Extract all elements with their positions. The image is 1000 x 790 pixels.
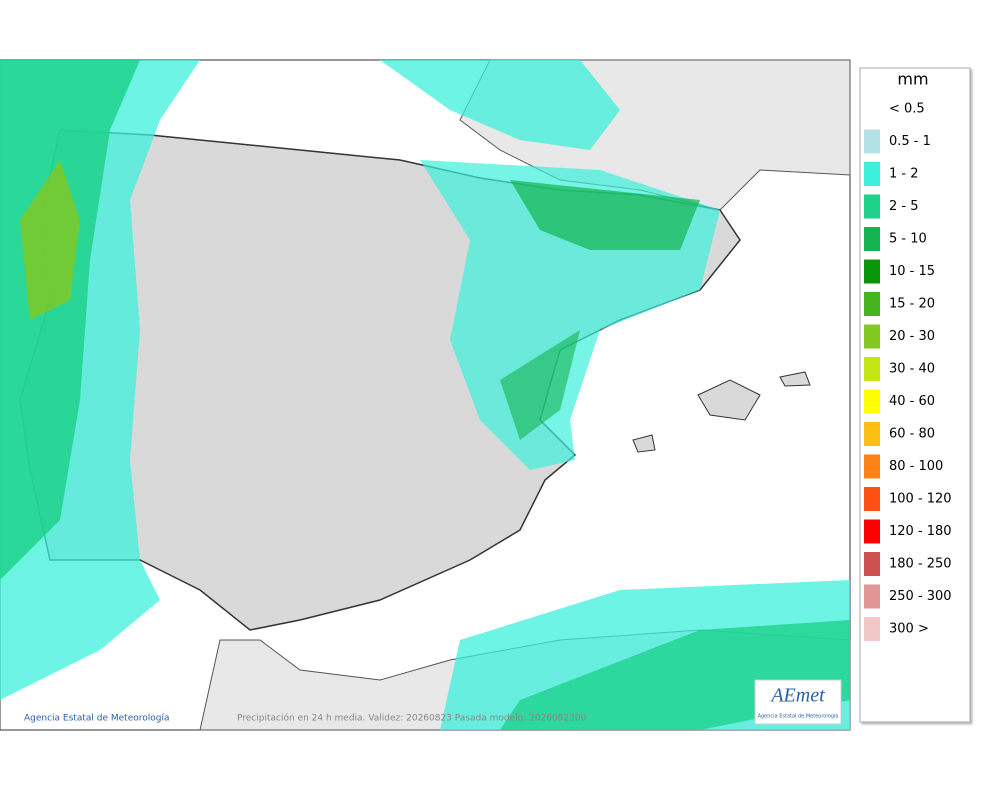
legend: mm < 0.5 0.5 - 1 1 - 2 2 - 5 5 - 10 10 - 15 15…: [859, 67, 971, 723]
legend-label: 20 - 30: [889, 329, 935, 344]
legend-label: 10 - 15: [889, 264, 935, 279]
map: Agencia Estatal de Meteorología Precipit…: [0, 59, 851, 731]
precip-pyrenees: [510, 180, 700, 250]
legend-swatch: [864, 552, 880, 576]
precip-west-core: [0, 60, 140, 580]
legend-swatch: [864, 259, 880, 284]
precip-galicia: [20, 160, 80, 320]
legend-swatch: [864, 389, 880, 414]
legend-label: 5 - 10: [889, 232, 927, 247]
legend-swatch: [864, 617, 880, 641]
legend-swatch: [864, 324, 880, 349]
mallorca: [697, 379, 761, 421]
legend-swatch: [864, 129, 880, 154]
logo-subtitle: Agencia Estatal de Meteorología: [758, 713, 839, 720]
credit: Agencia Estatal de Meteorología: [24, 714, 170, 724]
legend-label: 60 - 80: [889, 427, 935, 442]
legend-swatch: [864, 584, 880, 609]
legend-swatch: [864, 227, 880, 251]
logo-box: [754, 679, 842, 725]
legend-swatch: [864, 194, 880, 219]
legend-label: 30 - 40: [889, 362, 935, 377]
legend-label: 120 - 180: [889, 524, 952, 539]
legend-label: 1 - 2: [889, 167, 919, 182]
legend-swatch: [864, 487, 880, 511]
ibiza: [632, 434, 656, 453]
legend-swatch: [864, 422, 880, 446]
legend-label: < 0.5: [889, 102, 925, 117]
menorca: [779, 371, 811, 387]
legend-label: 180 - 250: [889, 557, 952, 572]
legend-label: 300 >: [889, 622, 929, 637]
legend-swatch: [864, 357, 880, 381]
legend-label: 0.5 - 1: [889, 134, 931, 149]
legend-label: 2 - 5: [889, 199, 919, 214]
legend-swatch: [864, 519, 880, 544]
caption: Precipitación en 24 h media. Validez: 20…: [237, 713, 587, 724]
legend-swatch: [864, 454, 880, 479]
logo: AEmet: [769, 685, 825, 707]
precip-valencia: [500, 330, 580, 440]
legend-title: mm: [897, 70, 928, 89]
precip-biscay: [380, 60, 620, 150]
legend-swatch: [864, 292, 880, 316]
legend-label: 100 - 120: [889, 492, 952, 507]
legend-label: 80 - 100: [889, 459, 943, 474]
legend-swatch: [864, 162, 880, 186]
legend-swatch: [864, 97, 880, 121]
legend-label: 15 - 20: [889, 297, 935, 312]
legend-label: 250 - 300: [889, 589, 952, 604]
legend-label: 40 - 60: [889, 394, 935, 409]
